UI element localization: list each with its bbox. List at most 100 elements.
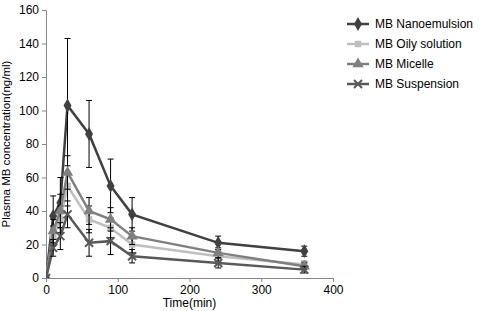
error-bar (86, 229, 92, 256)
marker (64, 99, 72, 113)
error-bar (50, 239, 56, 256)
y-tick: 100 (19, 104, 46, 118)
y-axis: 0 20 40 60 80 100 120 140 160 (19, 3, 47, 285)
y-tick-mark (42, 178, 46, 179)
y-tick: 120 (19, 70, 46, 84)
series-line (46, 186, 304, 278)
y-tick: 40 (26, 204, 46, 218)
legend-marker (352, 57, 363, 67)
x-axis-line (47, 279, 334, 283)
y-tick: 80 (26, 137, 46, 151)
y-tick-label: 160 (19, 3, 39, 17)
chart: 0 100 200 300 400 0 20 40 60 80 100 120 140 160 Time(m… (0, 0, 500, 311)
y-tick-mark (42, 211, 46, 212)
x-axis-title: Time(min) (163, 296, 217, 310)
marker (126, 230, 137, 240)
y-tick-label: 20 (26, 238, 40, 252)
marker (83, 204, 94, 214)
error-bar (86, 100, 92, 167)
error-bar-line (108, 159, 114, 213)
legend-entry: MB Suspension (347, 77, 459, 91)
marker (85, 127, 93, 141)
y-tick: 160 (19, 3, 46, 17)
legend-label: MB Oily solution (375, 37, 462, 51)
x-tick-mark (261, 278, 262, 282)
series-line (46, 214, 304, 278)
legend-marker (354, 17, 362, 31)
y-tick-mark (42, 278, 46, 279)
marker (107, 237, 115, 245)
marker (300, 244, 308, 258)
error-bar (57, 223, 63, 250)
series-line (46, 172, 304, 278)
error-bar (129, 198, 135, 232)
series-layer (46, 38, 310, 278)
error-bar-line (65, 201, 71, 228)
y-tick: 20 (26, 238, 46, 252)
x-tick-label: 100 (108, 283, 128, 297)
y-tick-label: 100 (19, 104, 39, 118)
marker (64, 210, 72, 218)
error-bar (215, 258, 221, 268)
legend-entry: MB Oily solution (347, 37, 462, 51)
marker (49, 244, 57, 252)
marker (85, 239, 93, 247)
error-bar-line (50, 239, 56, 256)
error-bar (108, 228, 114, 255)
legend-entry: MB Nanoemulsion (347, 17, 473, 31)
y-tick-mark (42, 77, 46, 78)
x-tick: 200 (180, 278, 200, 297)
error-bar (65, 201, 71, 228)
marker (107, 179, 115, 193)
x-tick: 100 (108, 278, 128, 297)
error-bar-line (57, 223, 63, 250)
y-tick-label: 80 (26, 137, 40, 151)
x-tick-label: 300 (252, 283, 272, 297)
x-tick-label: 0 (43, 283, 50, 297)
marker (214, 259, 222, 267)
series (46, 156, 310, 278)
legend: MB Nanoemulsion MB Oily solution MB Micell… (347, 17, 473, 91)
y-tick-label: 0 (32, 271, 39, 285)
series (46, 38, 308, 278)
marker (128, 207, 136, 221)
plot-area: 0 100 200 300 400 0 20 40 60 80 100 120 140 160 (19, 3, 344, 296)
marker (213, 246, 224, 256)
error-bar-line (65, 38, 71, 172)
series-line (46, 105, 304, 278)
x-tick-label: 400 (323, 283, 343, 297)
y-tick-label: 120 (19, 70, 39, 84)
error-bar-line (215, 258, 221, 268)
error-bar (129, 250, 135, 263)
y-tick-label: 40 (26, 204, 40, 218)
y-tick: 0 (32, 271, 46, 285)
marker (55, 204, 66, 214)
error-bar-line (129, 198, 135, 232)
error-bar-line (129, 250, 135, 263)
legend-marker (354, 80, 362, 88)
legend-marker (355, 41, 361, 47)
x-tick: 300 (252, 278, 272, 297)
legend-label: MB Micelle (375, 57, 434, 71)
y-tick-mark (42, 144, 46, 145)
x-axis: 0 100 200 300 400 (43, 278, 344, 297)
marker (128, 252, 136, 260)
y-tick: 140 (19, 37, 46, 51)
y-tick-mark (42, 111, 46, 112)
series (46, 201, 308, 278)
y-tick: 60 (26, 171, 46, 185)
y-tick-mark (42, 10, 46, 11)
error-bar-line (301, 266, 307, 273)
x-tick-label: 200 (180, 283, 200, 297)
y-tick-mark (42, 245, 46, 246)
error-bar (65, 38, 71, 172)
x-tick-mark (333, 278, 334, 282)
marker (300, 266, 308, 274)
marker (56, 232, 64, 240)
legend-entry: MB Micelle (347, 57, 434, 71)
y-axis-line (42, 11, 47, 279)
x-tick-mark (190, 278, 191, 282)
x-tick: 400 (323, 278, 343, 297)
legend-label: MB Suspension (375, 77, 459, 91)
error-bar-line (108, 228, 114, 255)
